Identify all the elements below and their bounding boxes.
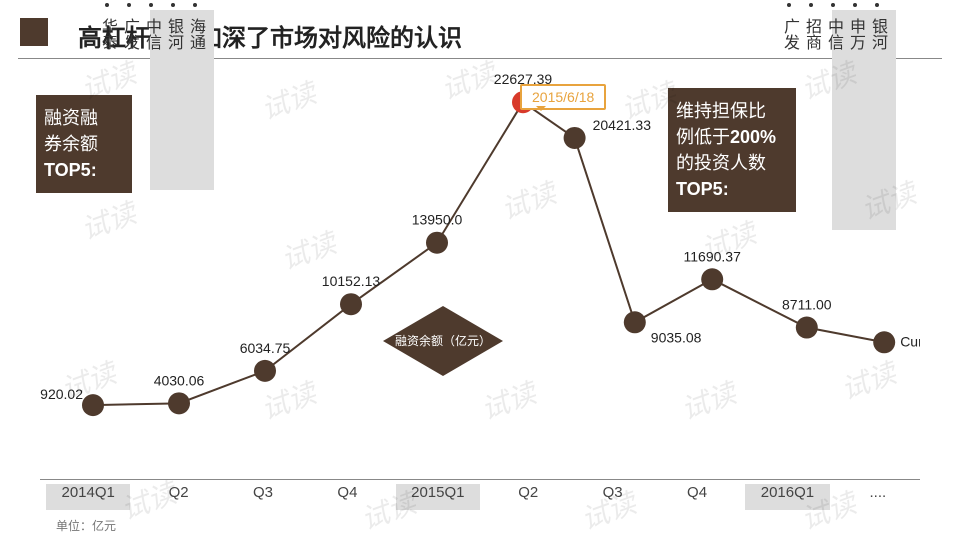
x-tick-label: 2014Q1	[46, 484, 130, 510]
peak-date-callout: 2015/6/18	[520, 84, 606, 110]
data-point	[873, 331, 895, 353]
data-label: 20421.33	[593, 117, 652, 133]
data-label: 6034.75	[240, 340, 291, 356]
title-accent-square	[20, 18, 48, 46]
data-label: 10152.13	[322, 273, 381, 289]
chart-line	[93, 102, 884, 405]
margin-balance-chart: 3920.024030.066034.7510152.1313950.02262…	[40, 70, 920, 470]
x-tick-label: Q2	[136, 484, 220, 510]
x-tick-label: 2016Q1	[745, 484, 829, 510]
x-tick-label: Q4	[305, 484, 389, 510]
data-point	[796, 317, 818, 339]
unit-label: 单位：亿元	[56, 517, 116, 534]
data-point	[254, 360, 276, 382]
x-tick-label: Q4	[655, 484, 739, 510]
data-point	[340, 293, 362, 315]
data-point	[82, 394, 104, 416]
x-tick-label: Q3	[570, 484, 654, 510]
x-axis-line	[40, 479, 920, 480]
data-label: 8711.00	[782, 297, 832, 313]
legend-diamond-label: 融资余额（亿元）	[395, 334, 491, 348]
x-axis-labels: 2014Q1Q2Q3Q42015Q1Q2Q3Q42016Q1....	[40, 484, 920, 510]
data-label: 13950.0	[412, 212, 463, 228]
data-point	[564, 127, 586, 149]
data-label: Current	[900, 333, 920, 349]
x-tick-label: 2015Q1	[396, 484, 480, 510]
x-tick-label: Q2	[486, 484, 570, 510]
data-label: 4030.06	[154, 372, 205, 388]
data-label: 3920.02	[40, 386, 83, 402]
data-point	[168, 392, 190, 414]
data-label: 11690.37	[684, 248, 742, 264]
data-point	[624, 311, 646, 333]
data-point	[426, 232, 448, 254]
chart-svg: 3920.024030.066034.7510152.1313950.02262…	[40, 70, 920, 470]
x-tick-label: Q3	[221, 484, 305, 510]
data-label: 9035.08	[651, 329, 702, 345]
data-point	[701, 268, 723, 290]
x-tick-label: ....	[836, 484, 920, 510]
